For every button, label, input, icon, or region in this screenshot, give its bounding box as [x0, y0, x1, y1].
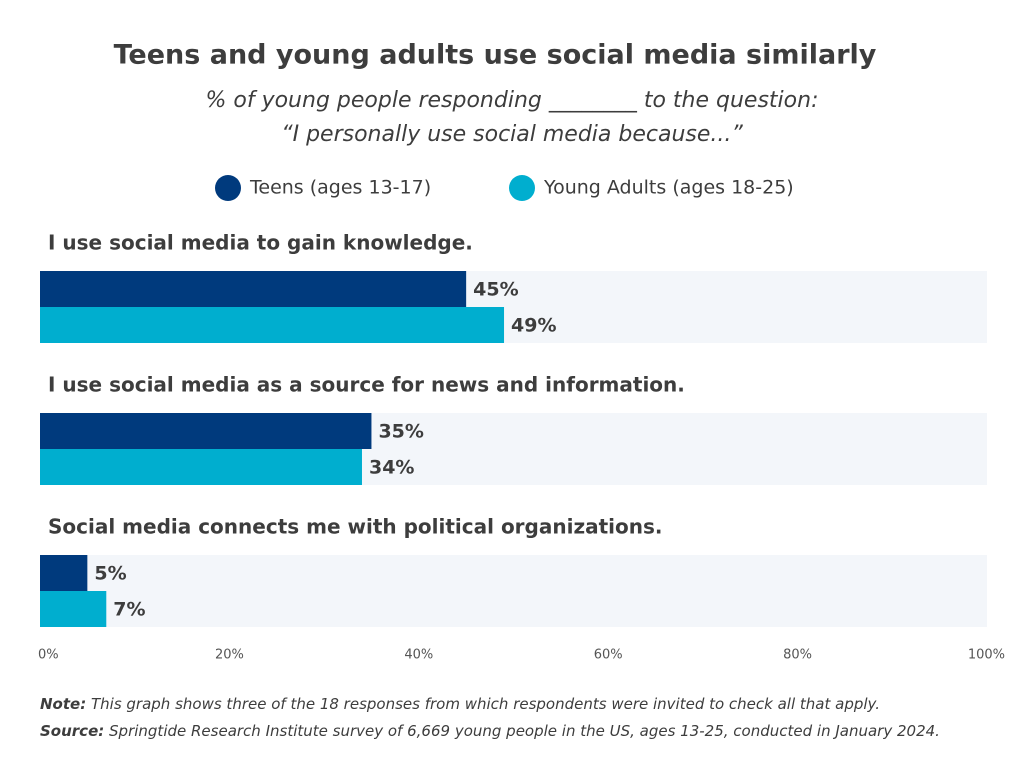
x-tick-label: 80%	[783, 648, 812, 663]
category-label: I use social media to gain knowledge.	[48, 231, 473, 255]
note-text: This graph shows three of the 18 respons…	[91, 695, 880, 713]
x-tick-label: 40%	[404, 648, 433, 663]
legend-marker	[509, 175, 535, 201]
bar	[40, 555, 88, 591]
value-label: 49%	[511, 315, 556, 337]
category-label: I use social media as a source for news …	[48, 373, 685, 397]
bar	[40, 307, 505, 343]
value-label: 35%	[378, 421, 423, 443]
x-tick-label: 60%	[594, 648, 623, 663]
bar	[40, 591, 107, 627]
note-label: Note:	[40, 695, 86, 713]
legend-label: Teens (ages 13-17)	[249, 177, 431, 199]
x-tick-label: 100%	[968, 648, 1005, 663]
category-label: Social media connects me with political …	[48, 515, 662, 539]
bar-track	[40, 555, 987, 627]
chart-subtitle: % of young people responding ________ to…	[205, 88, 818, 113]
value-label: 7%	[113, 599, 145, 621]
x-tick-label: 0%	[38, 648, 59, 663]
legend-marker	[215, 175, 241, 201]
x-tick-label: 20%	[215, 648, 244, 663]
note: Note: This graph shows three of the 18 r…	[40, 695, 880, 713]
legend-label: Young Adults (ages 18-25)	[543, 177, 794, 199]
source-label: Source:	[40, 722, 104, 740]
chart-title: Teens and young adults use social media …	[114, 40, 877, 71]
source-text: Springtide Research Institute survey of …	[109, 722, 940, 740]
source: Source: Springtide Research Institute su…	[40, 722, 940, 740]
bar	[40, 271, 467, 307]
chart-subtitle: “I personally use social media because..…	[281, 122, 743, 147]
bar	[40, 413, 372, 449]
bar	[40, 449, 362, 485]
value-label: 34%	[369, 457, 414, 479]
value-label: 5%	[94, 563, 126, 585]
value-label: 45%	[473, 279, 518, 301]
